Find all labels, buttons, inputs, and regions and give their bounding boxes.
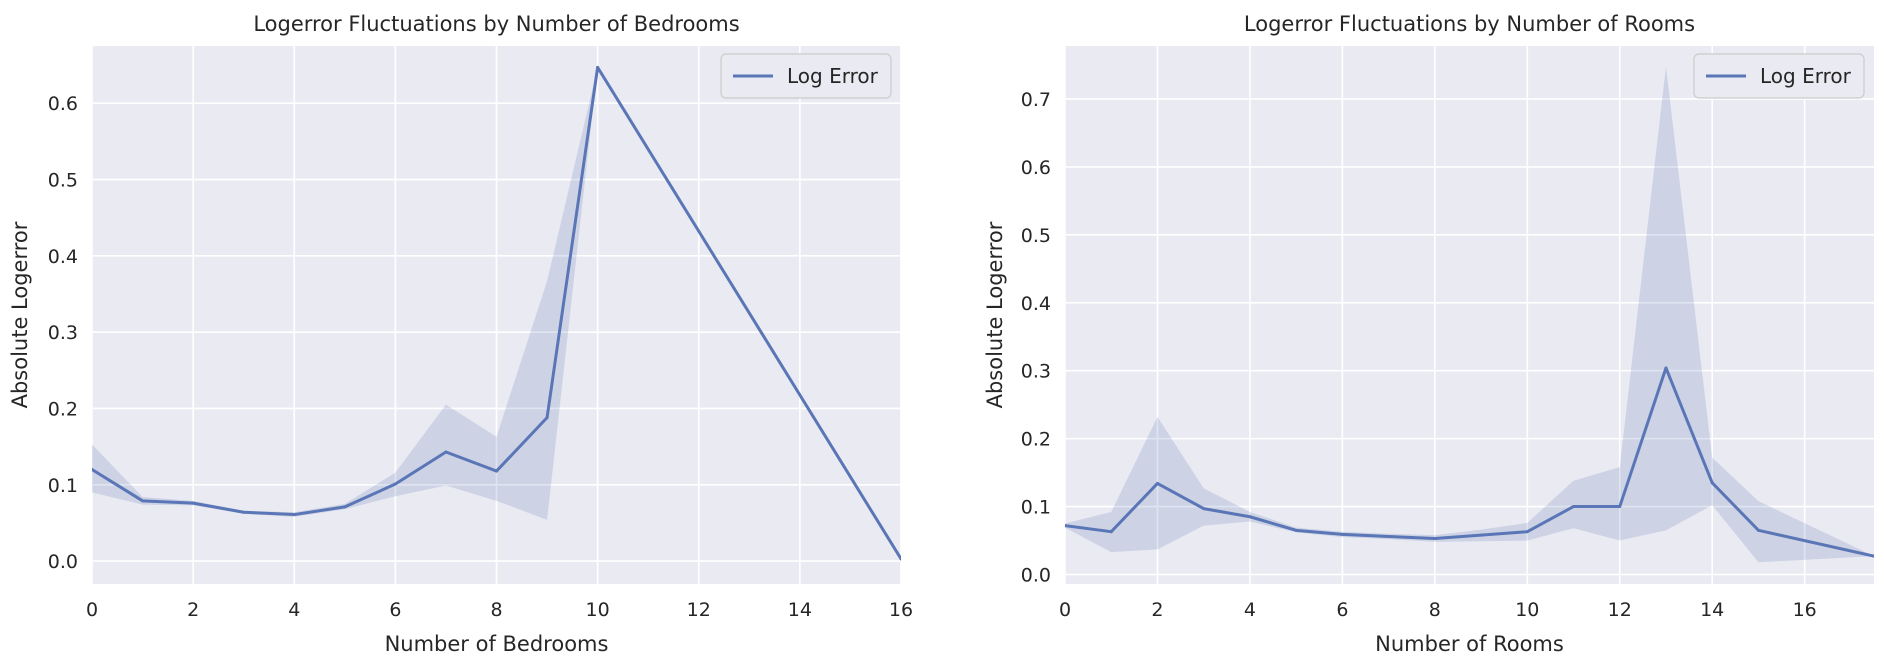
y-tick-label: 0.5 [1021, 225, 1051, 247]
data-point [141, 499, 145, 503]
x-tick-label: 6 [1336, 599, 1348, 621]
legend-label: Log Error [787, 64, 879, 88]
data-point [899, 557, 901, 561]
data-point [1065, 524, 1067, 528]
y-tick-label: 0.0 [1021, 564, 1051, 586]
data-point [1756, 528, 1760, 532]
confidence-band [92, 67, 901, 559]
x-tick-label: 16 [889, 599, 913, 621]
plot-marks [1065, 66, 1874, 563]
x-tick-label: 2 [1151, 599, 1163, 621]
data-point [191, 501, 195, 505]
data-point [1433, 536, 1437, 540]
legend-box [1693, 53, 1865, 99]
data-point [1710, 481, 1714, 485]
data-point [343, 505, 347, 509]
y-axis-label: Absolute Logerror [8, 221, 32, 408]
series-line [92, 65, 901, 561]
y-tick-label: 0.1 [1021, 497, 1051, 519]
data-point [1618, 505, 1622, 509]
legend: Log Error [1693, 53, 1865, 99]
y-tick-label: 0.3 [1021, 361, 1051, 383]
legend-label: Log Error [1760, 64, 1852, 88]
data-point [1248, 515, 1252, 519]
data-point [292, 513, 296, 517]
data-point [1109, 530, 1113, 534]
plot-marks [92, 65, 901, 561]
data-point [444, 450, 448, 454]
chart-2: 0 2 4 6 8 10 12 14 16 0.0 0.1 0.2 0.3 0.4 0.5 0.6 0.7 Log… [983, 12, 1874, 656]
chart-title: Logerror Fluctuations by Number of Rooms [1244, 12, 1695, 36]
y-axis-label: Absolute Logerror [983, 221, 1007, 408]
x-tick-label: 8 [490, 599, 502, 621]
x-tick-label: 14 [1700, 599, 1724, 621]
x-tick-label: 8 [1429, 599, 1441, 621]
data-point [1387, 534, 1391, 538]
x-tick-label: 14 [788, 599, 812, 621]
x-tick-label: 2 [187, 599, 199, 621]
y-tick-label: 0.4 [48, 246, 78, 268]
x-tick-label: 0 [86, 599, 98, 621]
y-tick-label: 0.6 [48, 93, 78, 115]
data-point [1479, 533, 1483, 537]
data-point [1202, 507, 1206, 511]
x-tick-label: 10 [1515, 599, 1539, 621]
x-tick-label: 4 [288, 599, 300, 621]
data-point [1572, 505, 1576, 509]
data-point [92, 468, 94, 472]
data-point [242, 510, 246, 514]
x-tick-label: 12 [1608, 599, 1632, 621]
y-tick-label: 0.7 [1021, 89, 1051, 111]
data-point [1294, 528, 1298, 532]
x-axis-label: Number of Rooms [1375, 632, 1564, 656]
data-point [1340, 532, 1344, 536]
y-tick-label: 0.5 [48, 170, 78, 192]
data-point [596, 65, 600, 69]
y-tick-label: 0.0 [48, 551, 78, 573]
x-tick-label: 12 [687, 599, 711, 621]
data-point [495, 469, 498, 473]
x-axis-label: Number of Bedrooms [385, 632, 609, 656]
plot-area [1065, 46, 1874, 584]
data-point [393, 482, 397, 486]
x-tick-label: 6 [389, 599, 401, 621]
data-point [1525, 530, 1529, 534]
x-tick-label: 0 [1059, 599, 1071, 621]
y-tick-label: 0.4 [1021, 293, 1051, 315]
x-tick-label: 10 [586, 599, 610, 621]
chart-1: 0 2 4 6 8 10 12 14 16 0.0 0.1 0.2 0.3 0.4 0.5 0.6 Log Er… [8, 12, 913, 656]
y-tick-label: 0.1 [48, 475, 78, 497]
x-tick-label: 16 [1793, 599, 1817, 621]
data-point [1155, 481, 1159, 485]
y-tick-label: 0.6 [1021, 157, 1051, 179]
y-tick-label: 0.3 [48, 322, 78, 344]
data-point [1664, 366, 1668, 370]
x-tick-label: 4 [1244, 599, 1256, 621]
legend-box [720, 53, 892, 99]
confidence-band [1065, 66, 1874, 563]
data-point [1872, 554, 1874, 558]
chart-title: Logerror Fluctuations by Number of Bedro… [253, 12, 739, 36]
y-tick-label: 0.2 [48, 398, 78, 420]
legend: Log Error [720, 53, 892, 99]
data-point [545, 416, 549, 420]
y-tick-label: 0.2 [1021, 429, 1051, 451]
